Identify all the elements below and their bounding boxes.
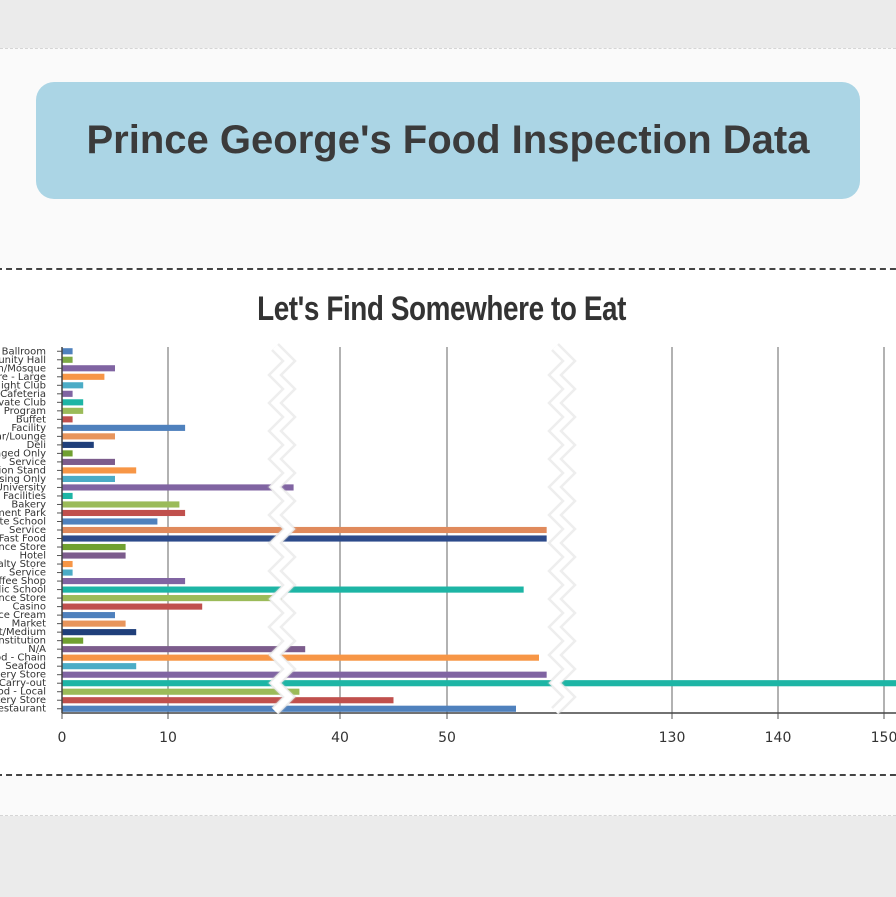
y-tick-label: Grocery Store - Large — [0, 372, 46, 383]
bar — [62, 450, 73, 457]
bar — [62, 552, 126, 559]
x-tick-label: 40 — [331, 730, 349, 746]
y-tick-label: Fast Food — [0, 534, 46, 545]
y-tick-label: Private Club — [0, 397, 46, 408]
y-tick-label: Concession Stand — [0, 465, 46, 476]
y-tick-label: Facilities — [3, 491, 46, 502]
bar — [62, 637, 84, 644]
bar — [62, 509, 186, 517]
x-tick-label: 0 — [58, 730, 67, 746]
y-tick-label: Service — [9, 457, 46, 468]
chart-title: Let's Find Somewhere to Eat — [257, 290, 626, 328]
y-tick-label: Casino — [12, 602, 46, 613]
bar — [62, 348, 73, 355]
y-tick-label: Bar/Lounge — [0, 431, 46, 442]
y-tick-label: Prepackaged Only — [0, 448, 46, 459]
y-tick-label: Market — [12, 619, 46, 630]
x-tick-label: 10 — [159, 730, 177, 746]
header-banner: Prince George's Food Inspection Data — [36, 82, 860, 199]
bar — [62, 569, 73, 576]
y-tick-label: Specialty Store — [0, 559, 46, 570]
bar — [62, 399, 84, 406]
y-tick-label: Fast Food - Chain — [0, 653, 46, 664]
y-tick-label: Ice Cream — [0, 610, 46, 621]
bar — [62, 365, 115, 372]
bar — [62, 424, 186, 431]
y-tick-label: Service — [9, 568, 46, 579]
bar — [62, 646, 306, 653]
y-tick-label: Bakery — [11, 499, 46, 510]
bar — [62, 475, 115, 482]
y-tick-label: Community Hall — [0, 355, 46, 366]
y-tick-label: Carry-out — [0, 678, 46, 689]
axis-break-core — [550, 344, 574, 714]
y-tick-label: Facility — [11, 423, 46, 434]
bar — [62, 441, 94, 448]
bar — [62, 382, 84, 389]
y-tick-label: Restaurant — [0, 704, 46, 715]
y-tick-label: University — [0, 482, 46, 493]
y-tick-label: Convenience Store — [0, 593, 46, 604]
bar — [62, 543, 126, 551]
bar — [62, 373, 105, 380]
bar — [62, 595, 282, 602]
y-tick-label: Bakery Store — [0, 695, 46, 706]
bar — [62, 518, 158, 525]
bar — [62, 612, 115, 619]
y-tick-label: Seafood — [5, 661, 46, 672]
y-tick-label: Coffee Shop — [0, 576, 46, 587]
bar — [62, 697, 394, 704]
bar — [62, 390, 73, 397]
y-tick-label: N/A — [28, 644, 46, 655]
y-tick-label: Cafeteria — [0, 389, 46, 400]
bar — [62, 688, 300, 695]
y-tick-label: Buffet — [16, 414, 46, 425]
bar — [62, 620, 126, 627]
y-tick-label: Private School — [0, 516, 46, 527]
y-tick-label: Service — [9, 525, 46, 536]
bar — [62, 492, 73, 500]
bar — [62, 560, 73, 568]
bar — [62, 705, 516, 712]
bar — [62, 458, 115, 465]
y-tick-label: Grocery Store — [0, 670, 46, 681]
bar — [62, 526, 547, 534]
y-tick-label: Fast Food - Local — [0, 687, 46, 698]
y-tick-label: Hotel — [20, 551, 47, 562]
x-tick-label: 50 — [438, 730, 456, 746]
bar — [62, 680, 896, 687]
y-tick-label: Program — [4, 406, 46, 417]
page-title: Prince George's Food Inspection Data — [86, 118, 810, 162]
y-tick-label: Night Club — [0, 380, 46, 391]
bar — [62, 629, 137, 636]
y-tick-label: Public School — [0, 585, 46, 596]
y-tick-label: Church/Mosque — [0, 363, 46, 374]
bar — [62, 407, 84, 414]
bar — [62, 416, 73, 423]
x-tick-label: 130 — [659, 730, 686, 746]
bar — [62, 356, 73, 363]
bar — [62, 654, 539, 661]
y-tick-label: Deli — [27, 440, 46, 451]
bar — [62, 586, 524, 593]
bar — [62, 535, 547, 542]
bar — [62, 671, 547, 678]
y-tick-label: Institution — [0, 636, 46, 647]
y-tick-label: Ballroom — [2, 346, 46, 357]
bar — [62, 484, 294, 491]
bar — [62, 603, 203, 610]
x-tick-label: 150 — [871, 730, 896, 746]
bar — [62, 433, 115, 440]
bar — [62, 663, 137, 670]
y-tick-label: Dispensing Only — [0, 474, 46, 485]
axis-break-core — [270, 344, 294, 714]
bar — [62, 467, 137, 474]
bar — [62, 578, 186, 585]
y-tick-label: Convenience Store — [0, 542, 46, 553]
y-tick-label: Amusement Park — [0, 508, 46, 519]
x-tick-label: 140 — [765, 730, 792, 746]
bar — [62, 501, 180, 508]
y-tick-label: Restaurant/Medium — [0, 627, 46, 638]
